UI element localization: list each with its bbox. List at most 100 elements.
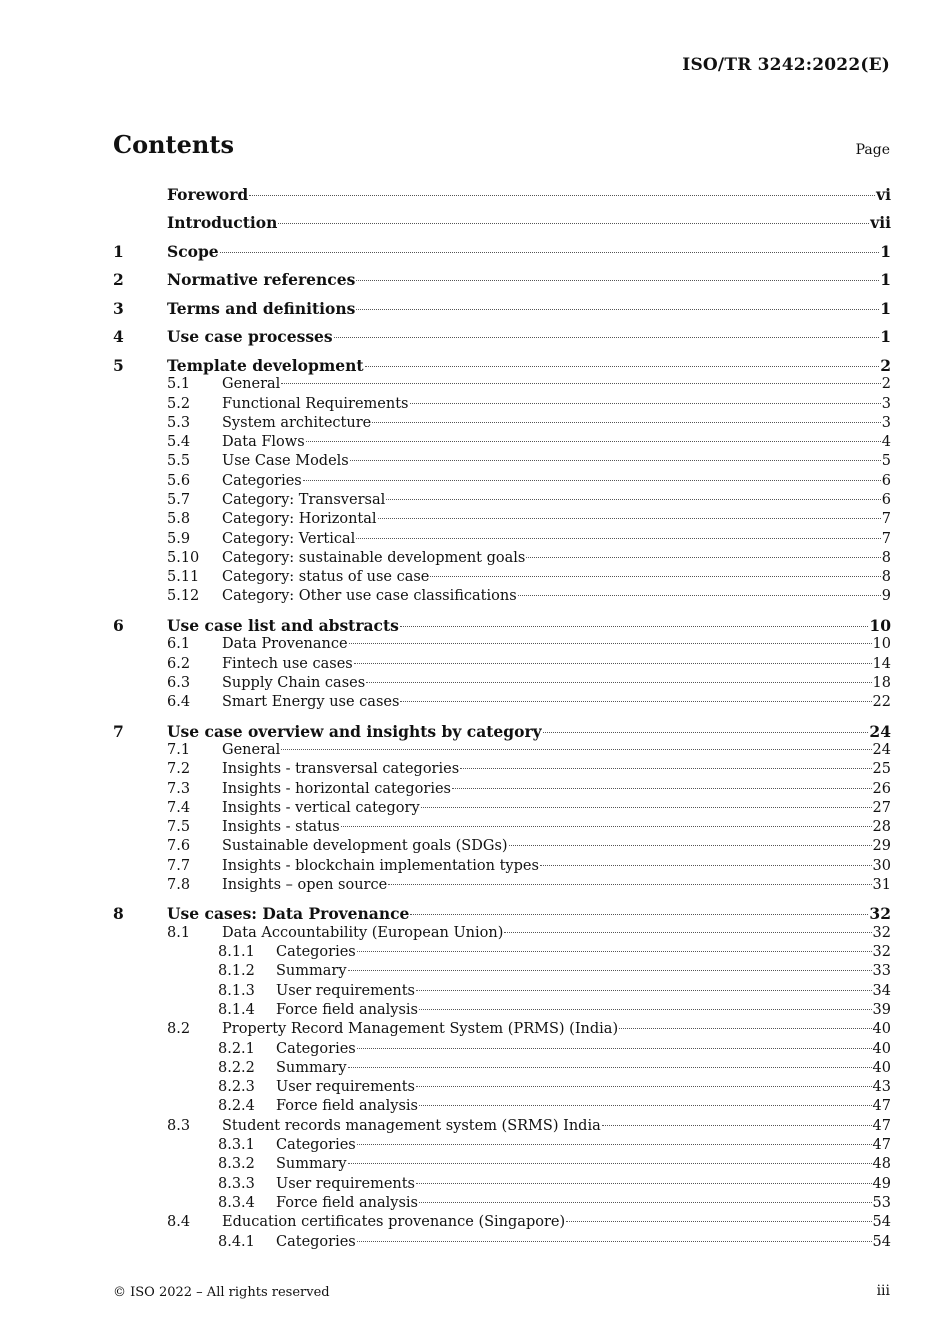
toc-entry[interactable]: 7.3 Insights - horizontal categories 26 [113,780,891,799]
toc-entry[interactable]: 8.3.3 User requirements 49 [113,1175,891,1194]
dot-leader [504,931,872,933]
toc-entry[interactable]: 7.6 Sustainable development goals (SDGs) 2… [113,837,891,856]
toc-entry-page: 39 [872,1001,891,1018]
toc-entry[interactable]: 7.1 General 24 [113,741,891,760]
toc-entry[interactable]: 8.1.3 User requirements 34 [113,982,891,1001]
toc-entry-title: Template development [167,355,364,375]
toc-entry[interactable]: 5.4 Data Flows 4 [113,433,891,452]
toc-entry[interactable]: 8 Use cases: Data Provenance 32 [113,904,891,923]
toc-entry-number: 8.3.3 [218,1175,255,1192]
toc-entry[interactable]: 5.1 General 2 [113,375,891,394]
toc-entry[interactable]: 8.1.4 Force field analysis 39 [113,1001,891,1020]
toc-entry-title: Scope [167,241,219,261]
dot-leader [416,1182,872,1184]
toc-entry[interactable]: 6.4 Smart Energy use cases 22 [113,693,891,712]
toc-entry[interactable]: 8.2.3 User requirements 43 [113,1078,891,1097]
toc-entry-title: Education certificates provenance (Singa… [222,1214,566,1231]
toc-entry[interactable]: 5.6 Categories 6 [113,472,891,491]
toc-entry[interactable]: 6.2 Fintech use cases 14 [113,655,891,674]
toc-entry[interactable]: 8.3 Student records management system (SR… [113,1117,891,1136]
toc-entry[interactable]: 8.4 Education certificates provenance (Si… [113,1213,891,1232]
dot-leader [388,884,872,885]
toc-entry[interactable]: 3 Terms and definitions 1 [113,299,891,318]
toc-entry-number: 2 [113,270,124,290]
toc-entry[interactable]: 5.12 Category: Other use case classificat… [113,587,891,606]
dot-leader [349,460,881,462]
toc-entry[interactable]: 8.1.1 Categories 32 [113,943,891,962]
dot-leader [278,223,870,225]
dot-leader [356,280,880,282]
toc-entry-page: 3 [881,395,891,412]
toc-entry[interactable]: 8.2.4 Force field analysis 47 [113,1097,891,1116]
toc-entry-number: 6.2 [167,655,191,672]
toc-entry[interactable]: 5 Template development 2 [113,356,891,375]
toc-entry-number: 7.4 [167,799,191,816]
toc-entry[interactable]: 5.11 Category: status of use case 8 [113,568,891,587]
toc-entry-title: User requirements [276,982,416,999]
dot-leader [305,441,881,443]
dot-leader [619,1028,872,1030]
dot-leader [366,681,872,683]
toc-entry-title: Category: Transversal [222,491,386,508]
toc-entry-title: Data Flows [222,434,305,451]
toc-entry[interactable]: 6 Use case list and abstracts 10 [113,616,891,635]
toc-entry-title: Use case overview and insights by catego… [167,721,542,741]
toc-entry[interactable]: 8.2 Property Record Management System (PR… [113,1020,891,1039]
toc-entry[interactable]: 7.5 Insights - status 28 [113,818,891,837]
toc-entry[interactable]: 7.7 Insights - blockchain implementation … [113,857,891,876]
toc-entry[interactable]: 5.9 Category: Vertical 7 [113,530,891,549]
toc-entry[interactable]: 5.8 Category: Horizontal 7 [113,510,891,529]
toc-entry[interactable]: 8.1 Data Accountability (European Union) 3… [113,924,891,943]
toc-entry-number: 5.1 [167,376,191,393]
toc-entry[interactable]: 7.2 Insights - transversal categories 25 [113,760,891,779]
toc-entry[interactable]: 8.3.2 Summary 48 [113,1155,891,1174]
toc-entry-number: 7.8 [167,877,191,893]
toc-entry[interactable]: 7.4 Insights - vertical category 27 [113,799,891,818]
toc-entry-number: 8.2 [167,1021,191,1038]
toc-entry-page: 27 [872,799,891,816]
dot-leader [542,731,869,733]
toc-entry[interactable]: 5.2 Functional Requirements 3 [113,395,891,414]
toc-entry[interactable]: 2 Normative references 1 [113,270,891,289]
toc-entry-page: 9 [881,588,891,605]
toc-entry[interactable]: 5.5 Use Case Models 5 [113,452,891,471]
dot-leader [356,308,880,310]
toc-entry-title: Foreword [167,185,249,204]
toc-entry-number: 5.12 [167,588,200,605]
toc-entry[interactable]: 8.3.1 Categories 47 [113,1136,891,1155]
toc-entry[interactable]: 6.3 Supply Chain cases 18 [113,674,891,693]
toc-entry-title: Insights - status [222,819,340,836]
dot-leader [419,1201,872,1203]
dot-leader [333,337,880,339]
toc-entry[interactable]: 5.7 Category: Transversal 6 [113,491,891,510]
toc-entry-page: 6 [881,491,891,508]
toc-entry-page: 1 [880,298,891,318]
toc-entry-number: 5.8 [167,511,191,528]
toc-entry-page: 24 [869,721,891,741]
toc-entry[interactable]: 5.10 Category: sustainable development go… [113,549,891,568]
dot-leader [356,1240,872,1242]
dot-leader [347,1163,872,1165]
toc-entry[interactable]: 4 Use case processes 1 [113,327,891,346]
toc-entry[interactable]: 7 Use case overview and insights by categ… [113,722,891,741]
toc-entry-page: 14 [872,655,891,672]
toc-entry-title: Property Record Management System (PRMS)… [222,1021,619,1038]
toc-entry-page: 40 [872,1040,891,1057]
toc-entry[interactable]: 8.2.2 Summary 40 [113,1059,891,1078]
toc-entry[interactable]: 6.1 Data Provenance 10 [113,635,891,654]
toc-entry[interactable]: 7.8 Insights – open source 31 [113,876,891,895]
toc-entry[interactable]: 8.4.1 Categories 54 [113,1233,891,1252]
toc-entry[interactable]: 1 Scope 1 [113,242,891,261]
toc-entry[interactable]: 8.1.2 Summary 33 [113,962,891,981]
toc-entry[interactable]: 8.2.1 Categories 40 [113,1040,891,1059]
dot-leader [340,826,872,828]
toc-entry-number: 7.3 [167,780,191,797]
dot-leader [356,951,872,953]
toc-entry-number: 6.3 [167,674,191,691]
toc-entry-number: 8.1.4 [218,1001,255,1018]
toc-entry[interactable]: Foreword vi [113,185,891,204]
toc-entry[interactable]: 5.3 System architecture 3 [113,414,891,433]
toc-entry[interactable]: 8.3.4 Force field analysis 53 [113,1194,891,1213]
toc-entry[interactable]: Introduction vii [113,213,891,232]
toc-entry-page: 49 [872,1175,891,1192]
